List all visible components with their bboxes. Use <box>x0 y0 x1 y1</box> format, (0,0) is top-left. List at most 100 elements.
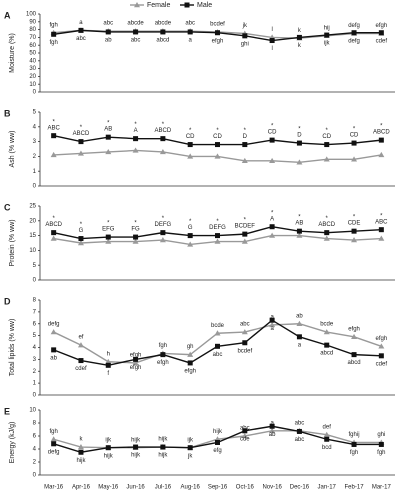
marker <box>105 358 112 364</box>
significance-letter: hijk <box>104 453 114 459</box>
significance-letter: ghi <box>377 432 385 438</box>
y-axis-label: Ash (% ww) <box>9 131 16 168</box>
significance-letter: ABCD <box>45 222 62 228</box>
significance-star: * <box>107 221 110 227</box>
marker <box>159 148 166 155</box>
significance-letter: ab <box>269 432 276 438</box>
significance-star: * <box>244 128 247 134</box>
y-tick-label: 1 <box>33 169 37 175</box>
significance-letter: D <box>297 133 302 139</box>
marker <box>296 428 302 434</box>
marker <box>296 159 303 165</box>
significance-letter: fgh <box>49 22 57 28</box>
significance-letter: k <box>79 437 83 443</box>
marker <box>159 237 166 243</box>
marker <box>50 235 57 241</box>
significance-star: * <box>52 119 55 125</box>
y-tick-label: 0 <box>33 278 37 284</box>
marker <box>242 428 248 434</box>
significance-letter: a <box>298 342 302 348</box>
marker <box>133 356 139 362</box>
significance-star: * <box>298 215 301 221</box>
significance-letter: a <box>270 420 274 426</box>
significance-star: * <box>134 221 137 227</box>
significance-letter: abcd <box>156 38 169 44</box>
significance-letter: gh <box>187 344 194 350</box>
significance-letter: a <box>79 20 83 26</box>
significance-star: * <box>134 122 137 128</box>
significance-star: * <box>271 210 274 216</box>
panel-label: E <box>4 406 10 416</box>
marker <box>77 150 84 156</box>
y-tick-label: 2 <box>33 369 37 375</box>
significance-letter: hij <box>324 25 330 31</box>
marker <box>214 238 221 244</box>
marker <box>351 441 357 447</box>
legend-marker <box>184 2 190 8</box>
marker <box>160 29 166 35</box>
significance-star: * <box>80 125 83 131</box>
significance-letter: EFG <box>102 227 115 233</box>
significance-letter: bcdef <box>210 22 225 28</box>
marker <box>269 423 275 429</box>
y-tick-label: 50 <box>29 51 36 57</box>
marker <box>378 30 384 36</box>
x-tick-label: Aug-16 <box>181 485 201 491</box>
marker <box>241 433 248 439</box>
significance-star: * <box>380 124 383 130</box>
significance-letter: ABCD <box>373 130 390 136</box>
marker <box>324 142 330 148</box>
significance-star: * <box>162 216 165 222</box>
marker <box>215 142 220 148</box>
marker <box>187 153 194 159</box>
marker <box>77 240 84 246</box>
panel-label: D <box>4 296 11 306</box>
y-tick-label: 1 <box>33 381 37 387</box>
marker <box>187 142 193 148</box>
marker <box>105 134 111 140</box>
significance-letter: l <box>271 27 272 33</box>
y-tick-label: 2 <box>33 154 37 160</box>
marker <box>242 340 248 346</box>
significance-letter: ghi <box>241 41 249 47</box>
significance-letter: efgh <box>184 369 196 375</box>
marker <box>78 27 84 33</box>
y-tick-label: 4 <box>33 124 37 130</box>
significance-letter: cdef <box>376 361 388 367</box>
y-axis-label: Energy (kJ/g) <box>9 422 16 464</box>
y-tick-label: 3 <box>33 139 37 145</box>
significance-letter: f <box>107 371 109 377</box>
significance-letter: DEFG <box>155 222 172 228</box>
marker <box>105 29 111 35</box>
significance-letter: h <box>107 351 110 357</box>
marker <box>351 30 357 36</box>
marker <box>78 358 84 364</box>
marker <box>323 156 330 162</box>
significance-letter: abc <box>76 36 86 42</box>
significance-letter: a <box>270 315 274 321</box>
y-tick-label: 0 <box>33 90 37 96</box>
y-tick-label: 4 <box>33 447 37 453</box>
marker <box>296 334 302 340</box>
significance-letter: fgh <box>377 450 385 456</box>
y-tick-label: 8 <box>33 421 37 427</box>
marker <box>187 241 194 247</box>
significance-letter: abc <box>103 21 113 27</box>
x-tick-label: Jun-16 <box>126 485 145 491</box>
significance-letter: FG <box>131 227 140 233</box>
significance-letter: a <box>270 326 274 332</box>
marker <box>378 235 385 241</box>
significance-letter: abc <box>185 21 195 27</box>
significance-star: * <box>52 216 55 222</box>
significance-letter: k <box>298 28 302 34</box>
significance-letter: abcd <box>348 360 361 366</box>
marker <box>324 32 330 38</box>
significance-letter: defg <box>348 23 360 29</box>
y-tick-label: 2 <box>33 460 37 466</box>
marker <box>242 142 248 148</box>
significance-letter: hijk <box>131 453 141 459</box>
y-tick-label: 10 <box>29 408 36 414</box>
significance-letter: hijk <box>158 437 168 443</box>
marker <box>105 234 111 240</box>
